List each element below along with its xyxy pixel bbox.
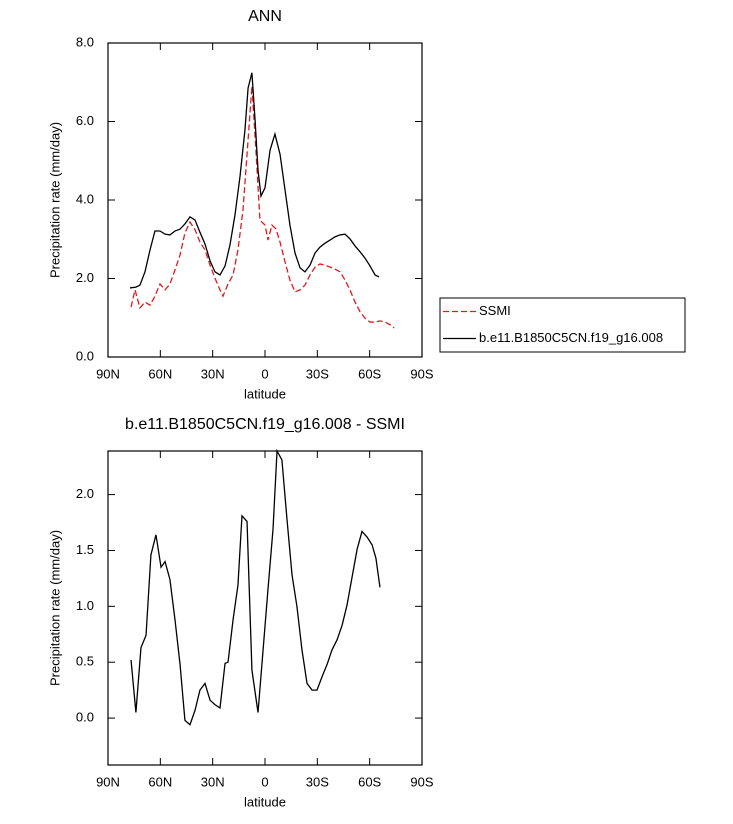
x-axis-label: latitude bbox=[244, 386, 286, 401]
x-tick-label: 60N bbox=[148, 774, 172, 789]
x-tick-label: 0 bbox=[261, 366, 268, 381]
x-tick-label: 90S bbox=[410, 366, 433, 381]
x-tick-label: 60S bbox=[358, 774, 381, 789]
y-tick-label: 4.0 bbox=[76, 191, 94, 206]
y-tick-label: 6.0 bbox=[76, 113, 94, 128]
x-tick-label: 90S bbox=[410, 774, 433, 789]
x-tick-label: 90N bbox=[96, 366, 120, 381]
x-tick-label: 60S bbox=[358, 366, 381, 381]
legend-label: b.e11.B1850C5CN.f19_g16.008 bbox=[479, 330, 663, 345]
y-axis-label: Precipitation rate (mm/day) bbox=[47, 122, 62, 278]
x-tick-label: 90N bbox=[96, 774, 120, 789]
data-line bbox=[129, 72, 380, 289]
x-axis-label: latitude bbox=[244, 794, 286, 809]
y-tick-label: 1.0 bbox=[76, 598, 94, 613]
chart-title: b.e11.B1850C5CN.f19_g16.008 - SSMI bbox=[125, 416, 405, 433]
plot-frame bbox=[107, 450, 423, 766]
y-tick-label: 1.5 bbox=[76, 542, 94, 557]
y-tick-label: 0.5 bbox=[76, 654, 94, 669]
y-tick-label: 2.0 bbox=[76, 486, 94, 501]
y-tick-label: 2.0 bbox=[76, 270, 94, 285]
y-tick-label: 0.0 bbox=[76, 348, 94, 363]
legend-box bbox=[439, 297, 686, 353]
chart-title: ANN bbox=[248, 8, 282, 25]
legend-label: SSMI bbox=[479, 303, 511, 318]
y-axis-label: Precipitation rate (mm/day) bbox=[47, 530, 62, 686]
y-tick-label: 8.0 bbox=[76, 34, 94, 49]
x-tick-label: 30N bbox=[201, 774, 225, 789]
x-tick-label: 0 bbox=[261, 774, 268, 789]
x-tick-label: 30N bbox=[201, 366, 225, 381]
data-line bbox=[130, 448, 381, 726]
x-tick-label: 30S bbox=[306, 366, 329, 381]
x-tick-label: 30S bbox=[306, 774, 329, 789]
data-line bbox=[130, 86, 395, 329]
y-tick-label: 0.0 bbox=[76, 710, 94, 725]
x-tick-label: 60N bbox=[148, 366, 172, 381]
plot-frame bbox=[107, 42, 423, 358]
